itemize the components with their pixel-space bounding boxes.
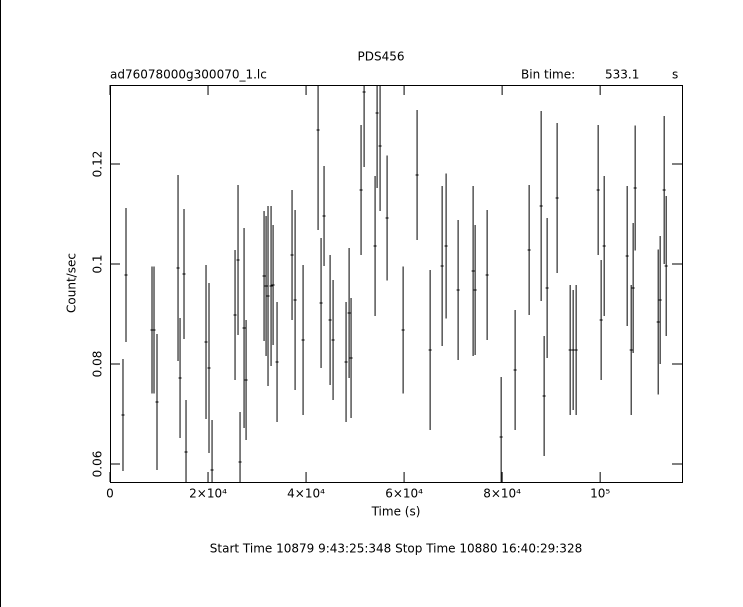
x-tick-label: 6×10⁴ <box>385 487 423 501</box>
data-point <box>359 125 363 255</box>
data-point <box>182 209 186 339</box>
data-point <box>596 125 600 255</box>
y-tick-label: 0.1 <box>91 254 105 273</box>
x-tick-label: 0 <box>106 487 114 501</box>
data-point <box>331 280 335 400</box>
data-point <box>602 176 606 316</box>
data-point <box>275 302 279 422</box>
data-point <box>349 298 353 418</box>
data-point <box>527 185 531 315</box>
data-point <box>385 155 389 281</box>
data-point <box>242 228 246 428</box>
x-tick-label: 4×10⁴ <box>287 487 325 501</box>
footer: Start Time 10879 9:43:25:348 Stop Time 1… <box>210 542 582 556</box>
bin-time-unit: s <box>672 68 678 82</box>
data-point <box>539 111 543 301</box>
data-point <box>574 285 578 415</box>
data-point <box>264 216 268 356</box>
data-point <box>124 208 128 342</box>
data-point <box>301 265 305 415</box>
data-point <box>293 210 297 390</box>
data-point <box>262 211 266 341</box>
data-point <box>233 250 237 380</box>
data-point <box>316 85 320 230</box>
data-point <box>244 320 248 440</box>
data-point <box>662 116 666 264</box>
data-point <box>444 173 448 319</box>
x-tick-label: 10⁵ <box>590 487 610 501</box>
data-point <box>568 285 572 415</box>
bin-time-label: Bin time: <box>521 68 575 82</box>
data-point <box>204 265 208 419</box>
data-point <box>378 85 382 211</box>
data-point <box>555 123 559 273</box>
data-point <box>545 218 549 358</box>
data-point <box>658 236 662 364</box>
data-point <box>266 206 270 386</box>
data-point <box>599 260 603 380</box>
data-point <box>401 266 405 394</box>
data-point <box>440 186 444 346</box>
data-point <box>625 186 629 326</box>
data-point <box>152 266 156 394</box>
data-point <box>184 400 188 482</box>
data-point <box>542 336 546 456</box>
data-point <box>207 283 211 453</box>
data-point <box>456 220 460 360</box>
data-point <box>473 225 477 355</box>
x-axis-label: Time (s) <box>371 505 421 519</box>
data-point <box>415 110 419 240</box>
data-point <box>485 210 489 340</box>
data-point <box>629 285 633 415</box>
y-tick-label: 0.06 <box>91 451 105 478</box>
data-point <box>290 190 294 320</box>
data-point <box>155 334 159 470</box>
data-point <box>499 377 503 482</box>
bin-time: 533.1 <box>605 68 639 82</box>
subtitle: ad76078000g300070_1.lc <box>110 68 267 82</box>
data-point <box>319 238 323 368</box>
chart-title: PDS456 <box>358 50 405 64</box>
data-point <box>238 412 242 482</box>
data-point <box>347 248 351 378</box>
data-point <box>633 125 637 251</box>
data-point <box>271 225 275 345</box>
x-tick-label: 8×10⁴ <box>483 487 521 501</box>
data-point <box>656 249 660 395</box>
data-point <box>631 223 635 353</box>
data-point <box>471 186 475 356</box>
y-tick-label: 0.12 <box>91 151 105 178</box>
data-point <box>121 359 125 471</box>
data-point <box>362 85 366 167</box>
data-point <box>375 85 379 188</box>
data-point <box>428 270 432 430</box>
data-point <box>328 255 332 385</box>
data-point <box>210 420 214 482</box>
y-axis-label: Count/sec <box>65 253 79 313</box>
data-point <box>344 302 348 422</box>
data-point <box>571 290 575 410</box>
data-point <box>176 175 180 361</box>
x-tick-label: 2×10⁴ <box>189 487 227 501</box>
data-point <box>373 176 377 316</box>
data-point <box>664 196 668 336</box>
plot-frame <box>110 85 683 483</box>
data-point <box>236 185 240 335</box>
y-tick-label: 0.08 <box>91 351 105 378</box>
data-point <box>269 206 273 366</box>
plot-area <box>121 85 668 482</box>
data-point <box>322 166 326 266</box>
data-point <box>178 318 182 438</box>
data-point <box>513 310 517 430</box>
